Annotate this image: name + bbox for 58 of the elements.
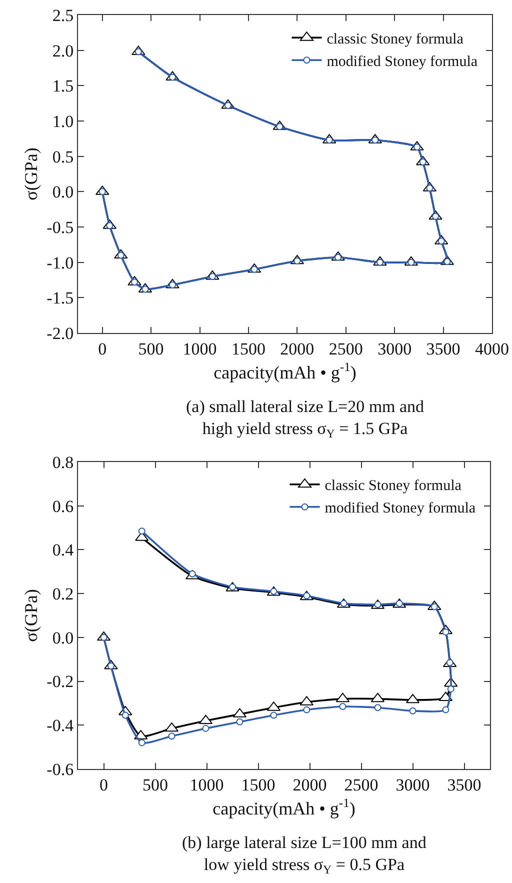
point	[303, 706, 310, 714]
x-tick-label: 3500	[426, 339, 460, 358]
text: (a) small lateral size L=20 mm and high yield stress σ$_{Y}$ = 1.5 GPa	[186, 397, 425, 441]
x-tick-label: 1500	[231, 339, 266, 358]
y-tick-label: 0.8	[52, 452, 74, 472]
y-tick-label: 0.2	[52, 584, 74, 604]
x-tick-label: 500	[138, 339, 164, 358]
point	[374, 704, 382, 712]
x-tick-label: 2500	[328, 339, 363, 358]
point	[168, 732, 176, 740]
point	[202, 724, 210, 732]
y-tick-label: 1.0	[52, 112, 74, 131]
y-tick-label: 2.5	[52, 6, 74, 25]
point	[270, 712, 278, 719]
x-tick-label: 3500	[447, 775, 482, 794]
x-tick-label: 0	[100, 775, 108, 794]
legend-label: classic Stoney formula	[324, 478, 462, 494]
y-tick-label: 0.5	[52, 147, 74, 166]
point	[122, 712, 129, 719]
x-tick-label: 4000	[475, 339, 509, 358]
y-tick-label: 2.0	[52, 41, 74, 60]
y-tick-label: -0.5	[46, 218, 74, 237]
y-axis-title: σ(GPa)	[20, 589, 41, 642]
x-tick-label: 1000	[182, 339, 217, 358]
legend-label: modified Stoney formula	[324, 500, 476, 517]
text: (b) large lateral size L=100 mm and low yield stress σ$_{Y}$ = 0.5 GPa	[182, 833, 427, 877]
y-tick-label: -1.5	[46, 288, 74, 308]
y-tick-label: 1.5	[52, 76, 74, 96]
y-axis-title: σ(GPa)	[20, 148, 41, 200]
point	[409, 707, 416, 714]
point	[442, 706, 450, 714]
y-tick-label: -0.2	[46, 672, 74, 692]
x-tick-label: 0	[98, 339, 107, 358]
x-tick-label: 3000	[378, 339, 412, 358]
x-tick-label: 3000	[396, 775, 430, 794]
x-tick-label: 2500	[344, 775, 378, 794]
x-axis-title: capacity(mAh • g$^{-1}$)	[214, 360, 356, 382]
x-tick-label: 2000	[280, 339, 314, 358]
y-tick-label: 0.6	[52, 496, 74, 516]
x-tick-label: 1000	[190, 775, 224, 794]
x-tick-label: 500	[142, 775, 168, 794]
y-tick-label: 0.0	[52, 628, 74, 648]
x-tick-label: 1500	[241, 775, 276, 794]
y-tick-label: -0.6	[46, 760, 74, 779]
y-tick-label: -1.0	[46, 253, 74, 272]
x-tick-label: 2000	[292, 775, 327, 794]
point	[138, 528, 146, 535]
legend-label: modified Stoney formula	[326, 54, 478, 70]
point	[447, 685, 454, 692]
y-tick-label: -0.4	[46, 716, 74, 736]
point	[236, 718, 244, 726]
y-tick-label: -2.0	[46, 324, 74, 343]
point	[339, 703, 346, 710]
y-tick-label: 0.0	[52, 182, 74, 202]
x-axis-title: capacity(mAh • g$^{-1}$)	[212, 796, 356, 818]
legend-label: classic Stoney formula	[326, 31, 464, 48]
point	[138, 739, 146, 746]
y-tick-label: 0.4	[52, 540, 74, 560]
